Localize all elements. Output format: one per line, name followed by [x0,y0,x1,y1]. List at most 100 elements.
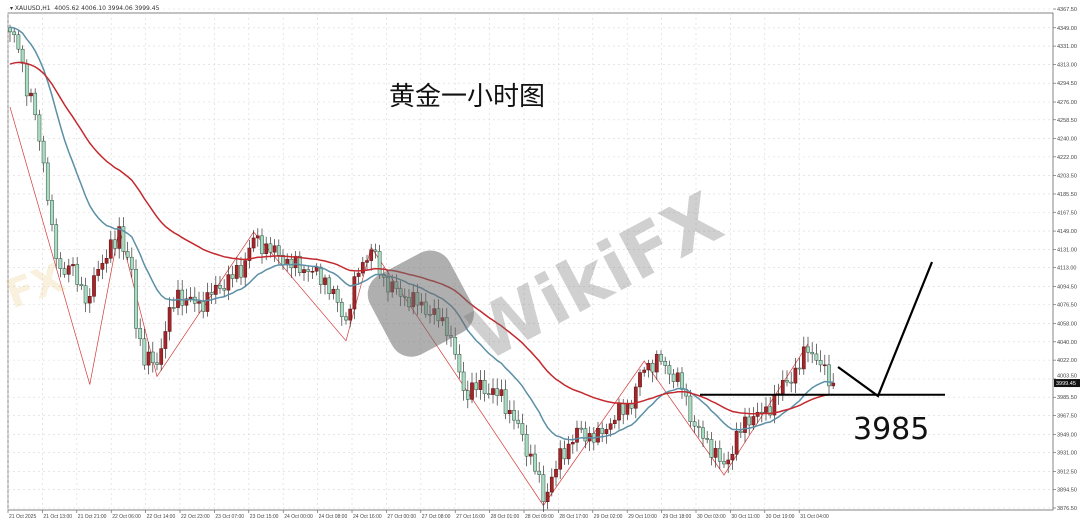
annotation-title: 黄金一小时图 [389,82,546,112]
candle-bear [125,251,130,258]
candle-bull [642,369,647,373]
candle-bear [533,453,537,472]
candle-bear [150,351,155,364]
candle-bull [243,260,248,278]
candle-bull [365,260,369,263]
y-axis: 4367.50 4349.00 4331.00 4313.00 4294.50 4276.… [1053,7,1080,512]
candle-bear [486,393,491,395]
y-tick-label: 4294.50 [1057,81,1077,87]
candle-bull [108,239,113,259]
candle-bull [251,237,256,249]
x-tick-label: 31 Oct 04:00 [800,514,829,520]
candle-bear [579,427,584,430]
candle-bear [524,434,529,457]
x-tick-label: 24 Oct 00:00 [284,514,313,520]
candle-bear [705,437,710,440]
candle-bear [465,390,470,400]
candle-bull [734,430,739,455]
candle-bear [461,371,466,391]
candle-bear [373,249,378,252]
candle-bear [818,360,823,366]
x-tick-label: 21 Oct 13:00 [43,514,72,520]
candle-bear [827,364,831,387]
candle-bull [146,351,151,366]
current-price-box [1054,379,1080,388]
candle-bull [822,364,827,367]
candle-bear [230,274,235,279]
y-tick-label: 4222.00 [1057,155,1077,161]
candle-bull [554,468,558,478]
x-tick-label: 24 Oct 08:00 [319,514,348,520]
candle-bear [495,388,500,396]
candle-bear [58,258,63,269]
candle-bull [213,285,218,295]
x-tick-label: 23 Oct 07:00 [215,514,244,520]
candle-bear [520,423,525,435]
candle-bull [764,406,768,413]
candle-bull [100,263,105,270]
candle-bull [801,346,806,370]
candle-bull [272,245,277,253]
plot-border [7,12,1054,511]
chart-header: ▾ XAUUSD,H1 4005.62 4006.10 3994.06 3999… [10,5,160,12]
candle-bear [50,200,54,225]
candle-bear [709,439,714,458]
candle-bull [96,269,101,276]
x-tick-label: 22 Oct 14:00 [147,514,176,520]
candle-bull [654,354,659,373]
candle-bear [797,367,802,370]
x-tick-label: 30 Oct 19:00 [766,514,795,520]
candle-bear [785,380,789,383]
candle-bull [608,423,613,430]
candle-bear [482,380,487,394]
candle-bear [738,430,743,433]
candle-bear [24,63,29,97]
candle-bull [743,416,747,433]
candle-bull [163,331,168,349]
x-tick-label: 22 Oct 06:00 [112,514,141,520]
candle-bull [730,453,735,461]
x-tick-label: 29 Oct 18:00 [663,514,692,520]
x-tick-label: 23 Oct 15:00 [250,514,279,520]
candle-bear [134,268,138,329]
x-tick-label: 21 Oct 2025 [9,514,36,520]
candle-bear [276,245,281,256]
candle-bear [659,354,663,362]
candle-bear [222,288,227,291]
y-tick-label: 4022.00 [1057,358,1077,364]
candle-bear [79,284,84,287]
x-tick-label: 27 Oct 16:00 [456,514,485,520]
candle-bull [617,403,621,421]
x-tick-label: 30 Oct 11:00 [731,514,759,520]
candle-bear [142,338,147,366]
candle-bull [575,427,579,443]
candle-bear [650,363,655,373]
candle-bear [680,372,684,390]
candle-bull [604,429,609,434]
y-tick-label: 4131.00 [1057,247,1077,253]
candle-bear [541,474,546,503]
candle-bear [121,226,126,252]
candle-bear [562,448,567,460]
candle-bull [302,269,306,274]
candle-bear [503,389,508,414]
x-tick-label: 27 Oct 08:00 [422,514,451,520]
zigzag-polyline [9,106,809,507]
candle-bull [205,292,210,312]
symbol: XAUUSD,H1 [14,5,51,12]
candle-bear [688,395,693,422]
candle-bear [12,31,17,36]
candle-bull [633,386,638,409]
candle-bear [318,266,323,285]
y-tick-label: 4349.00 [1057,26,1077,32]
candle-bear [667,365,672,375]
x-tick-label: 28 Oct 17:00 [559,514,588,520]
candle-bear [717,448,722,462]
x-axis: 21 Oct 2025 21 Oct 13:00 21 Oct 21:00 22 Oc… [7,510,829,520]
candle-bull [356,272,361,277]
candle-bull [625,403,630,415]
candle-bull [478,380,483,390]
candle-bear [20,48,25,64]
x-tick-label: 22 Oct 23:00 [181,514,210,520]
candle-bull [197,301,201,304]
